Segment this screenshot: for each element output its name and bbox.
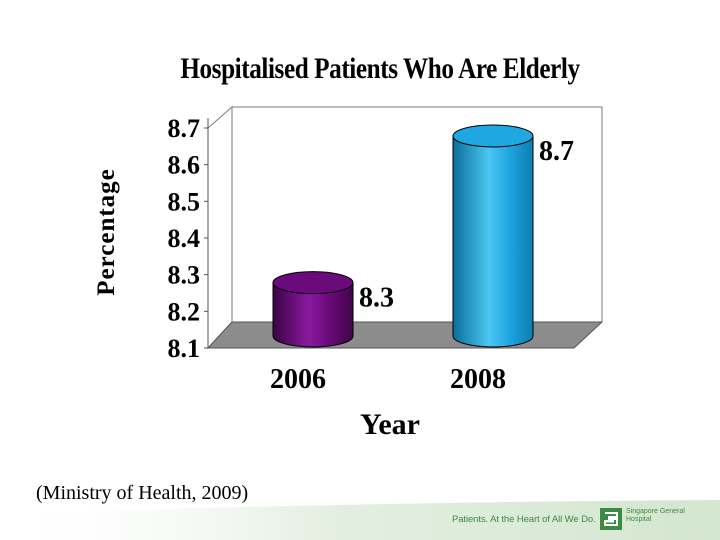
footer-tagline: Patients. At the Heart of All We Do. [452, 514, 596, 525]
data-label-2008: 8.7 [539, 136, 574, 167]
y-tick-label: 8.7 [168, 114, 201, 143]
chart-floor [206, 321, 604, 349]
y-tick-label: 8.1 [168, 334, 201, 363]
y-tick-label: 8.3 [168, 261, 201, 290]
chart-side-wall [207, 105, 233, 350]
bar-2006 [272, 282, 354, 348]
bar-top-2008 [452, 124, 534, 148]
x-axis-label: Year [360, 408, 420, 441]
citation: (Ministry of Health, 2009) [36, 482, 249, 504]
logo-text: Singapore General Hospital [626, 508, 685, 523]
y-tick-label: 8.6 [168, 151, 201, 180]
x-tick-label-2006: 2006 [270, 364, 326, 395]
y-tick-label: 8.5 [168, 187, 201, 216]
y-tick-label: 8.2 [168, 297, 201, 326]
chart-title: Hospitalised Patients Who Are Elderly [180, 52, 580, 85]
hospital-logo-icon [600, 508, 622, 530]
data-label-2006: 8.3 [359, 283, 394, 314]
bar-2008 [452, 135, 534, 348]
y-tick-label: 8.4 [168, 224, 201, 253]
x-tick-label-2008: 2008 [450, 364, 506, 395]
footer-band [0, 500, 720, 540]
bar-top-2006 [272, 271, 354, 295]
